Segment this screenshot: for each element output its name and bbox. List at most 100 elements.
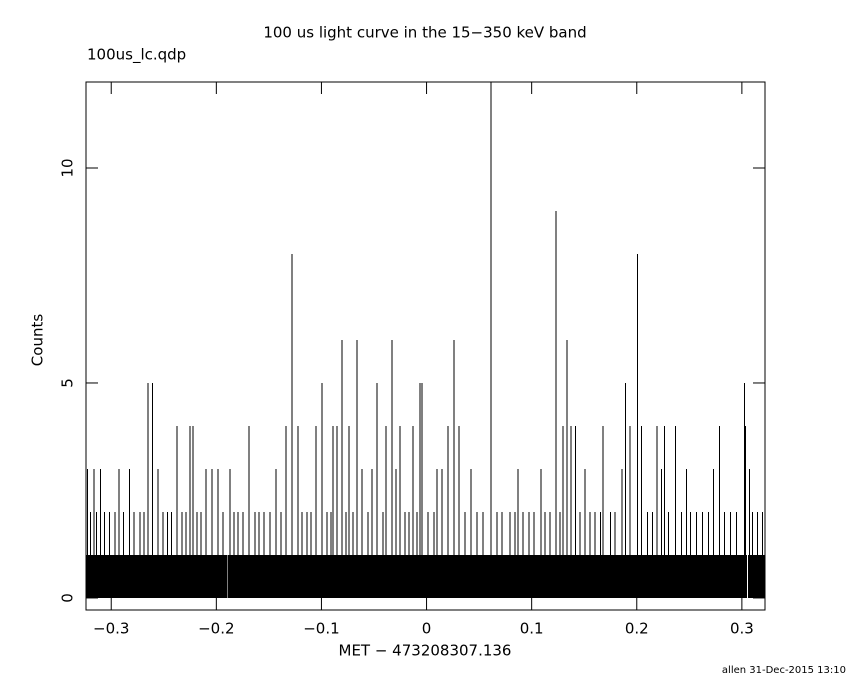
count-bin <box>696 554 702 598</box>
count-bin <box>109 554 115 598</box>
count-bin <box>371 468 373 598</box>
count-bin <box>724 554 730 598</box>
count-bin <box>637 554 641 598</box>
count-bin <box>341 554 346 598</box>
count-bin <box>297 554 302 598</box>
count-bin <box>718 425 720 598</box>
count-bin <box>356 554 362 598</box>
count-bin <box>744 554 746 598</box>
count-bin <box>205 554 212 598</box>
y-tick-label: 5 <box>59 378 77 388</box>
count-bin <box>575 554 580 598</box>
count-bin <box>382 554 386 598</box>
count-bin <box>686 554 690 598</box>
count-bin <box>321 382 323 598</box>
count-bin <box>661 554 664 598</box>
count-bin <box>96 554 101 598</box>
count-bin <box>143 554 148 598</box>
count-bin <box>291 554 298 598</box>
count-bin <box>748 468 750 598</box>
count-bin <box>595 554 600 598</box>
count-bin <box>176 425 178 598</box>
x-tick-label: −0.3 <box>93 620 129 638</box>
count-bin <box>517 468 519 598</box>
count-bin <box>217 554 223 598</box>
count-bin <box>395 468 397 598</box>
count-bin <box>196 554 201 598</box>
count-bin <box>408 554 413 598</box>
count-bin <box>482 554 491 598</box>
count-bin <box>211 468 213 598</box>
count-bin <box>118 554 124 598</box>
count-bin <box>391 339 393 598</box>
count-bin <box>310 554 316 598</box>
count-bin <box>100 554 105 598</box>
count-bin <box>584 468 586 598</box>
count-bin <box>590 554 595 598</box>
count-bin <box>321 554 327 598</box>
count-bin <box>441 468 443 598</box>
count-bin <box>242 554 249 598</box>
footer: allen 31-Dec-2015 13:10 <box>722 665 846 676</box>
count-bin <box>571 554 575 598</box>
count-bin <box>447 425 449 598</box>
count-bin <box>730 554 736 598</box>
count-bin <box>477 554 483 598</box>
count-bin <box>421 554 428 598</box>
y-axis-label: Counts <box>29 314 47 367</box>
count-bin <box>702 554 708 598</box>
count-bin <box>86 554 88 598</box>
count-bin <box>436 554 442 598</box>
count-bin <box>87 554 91 598</box>
count-bin <box>566 339 568 598</box>
count-bin <box>523 554 529 598</box>
count-bin <box>147 382 149 598</box>
count-bin <box>211 554 218 598</box>
count-bin <box>285 425 287 598</box>
count-bin <box>404 554 409 598</box>
count-bin <box>465 554 471 598</box>
count-bin <box>690 554 696 598</box>
count-bin <box>630 554 637 598</box>
count-bin <box>356 339 358 598</box>
count-bin <box>395 554 400 598</box>
count-bin <box>176 554 182 598</box>
count-bin <box>229 468 231 598</box>
count-bin <box>228 554 230 598</box>
count-bin <box>567 554 571 598</box>
count-bin <box>421 382 423 598</box>
count-bin <box>428 554 434 598</box>
count-bin <box>332 554 337 598</box>
count-bin <box>297 425 299 598</box>
count-bin <box>352 554 357 598</box>
count-bin <box>713 554 719 598</box>
count-bin <box>529 554 534 598</box>
count-bin <box>147 554 153 598</box>
count-bin <box>152 382 154 598</box>
count-bin <box>263 554 270 598</box>
count-bin <box>540 468 542 598</box>
count-bin <box>185 554 190 598</box>
count-bin <box>391 554 396 598</box>
count-bin <box>622 554 625 598</box>
count-bin <box>603 554 610 598</box>
count-bin <box>205 468 207 598</box>
count-bin <box>157 554 163 598</box>
count-bin <box>345 554 349 598</box>
count-bin <box>458 425 460 598</box>
x-tick-label: 0.1 <box>520 620 544 638</box>
count-bin <box>233 554 238 598</box>
count-bin <box>636 253 638 598</box>
count-bin <box>685 468 687 598</box>
count-bin <box>647 554 652 598</box>
count-bin <box>371 554 377 598</box>
count-bin <box>280 554 286 598</box>
count-bin <box>192 554 197 598</box>
count-bin <box>385 425 387 598</box>
count-bin <box>675 554 681 598</box>
count-bin <box>674 425 676 598</box>
count-bin <box>217 468 219 598</box>
count-bin <box>744 425 746 598</box>
count-bin <box>736 554 744 598</box>
count-bin <box>545 554 550 598</box>
